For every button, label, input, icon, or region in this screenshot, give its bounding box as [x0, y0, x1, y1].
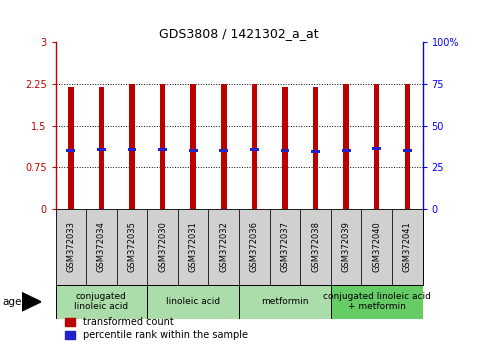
Bar: [56, 209, 86, 285]
Bar: [147, 285, 239, 319]
Bar: [221, 84, 227, 209]
Text: GSM372032: GSM372032: [219, 222, 228, 272]
Text: GSM372034: GSM372034: [97, 222, 106, 272]
Bar: [158, 148, 167, 151]
Text: GSM372041: GSM372041: [403, 222, 412, 272]
Bar: [86, 209, 117, 285]
Text: conjugated linoleic acid
+ metformin: conjugated linoleic acid + metformin: [323, 292, 431, 312]
Bar: [56, 285, 147, 319]
Bar: [374, 84, 380, 209]
Text: metformin: metformin: [261, 297, 309, 306]
Bar: [190, 84, 196, 209]
Bar: [219, 149, 228, 152]
Bar: [178, 209, 209, 285]
Text: agent: agent: [2, 297, 32, 307]
Bar: [392, 209, 423, 285]
Text: GSM372040: GSM372040: [372, 222, 381, 272]
Bar: [311, 150, 320, 153]
Text: GSM372031: GSM372031: [189, 222, 198, 272]
Bar: [117, 209, 147, 285]
Bar: [342, 149, 351, 152]
Text: conjugated
linoleic acid: conjugated linoleic acid: [74, 292, 128, 312]
Bar: [97, 148, 106, 151]
Bar: [239, 209, 270, 285]
Bar: [300, 209, 331, 285]
Text: GSM372039: GSM372039: [341, 222, 351, 272]
Text: GSM372037: GSM372037: [281, 221, 289, 273]
Bar: [331, 209, 361, 285]
Bar: [68, 87, 73, 209]
Bar: [147, 209, 178, 285]
Bar: [403, 149, 412, 152]
Text: GSM372030: GSM372030: [158, 222, 167, 272]
Bar: [372, 147, 381, 150]
Polygon shape: [22, 292, 41, 311]
Bar: [67, 149, 75, 152]
Title: GDS3808 / 1421302_a_at: GDS3808 / 1421302_a_at: [159, 27, 319, 40]
Bar: [361, 209, 392, 285]
Text: GSM372035: GSM372035: [128, 222, 137, 272]
Bar: [99, 87, 104, 209]
Bar: [250, 148, 259, 151]
Text: GSM372038: GSM372038: [311, 221, 320, 273]
Bar: [405, 84, 410, 209]
Bar: [239, 285, 331, 319]
Bar: [270, 209, 300, 285]
Bar: [128, 148, 136, 151]
Legend: transformed count, percentile rank within the sample: transformed count, percentile rank withi…: [65, 318, 248, 340]
Text: GSM372036: GSM372036: [250, 221, 259, 273]
Bar: [189, 149, 198, 152]
Bar: [160, 84, 165, 209]
Bar: [129, 84, 135, 209]
Bar: [331, 285, 423, 319]
Bar: [281, 149, 289, 152]
Bar: [282, 87, 288, 209]
Bar: [313, 87, 318, 209]
Bar: [343, 84, 349, 209]
Bar: [209, 209, 239, 285]
Text: linoleic acid: linoleic acid: [166, 297, 220, 306]
Text: GSM372033: GSM372033: [66, 221, 75, 273]
Bar: [252, 84, 257, 209]
